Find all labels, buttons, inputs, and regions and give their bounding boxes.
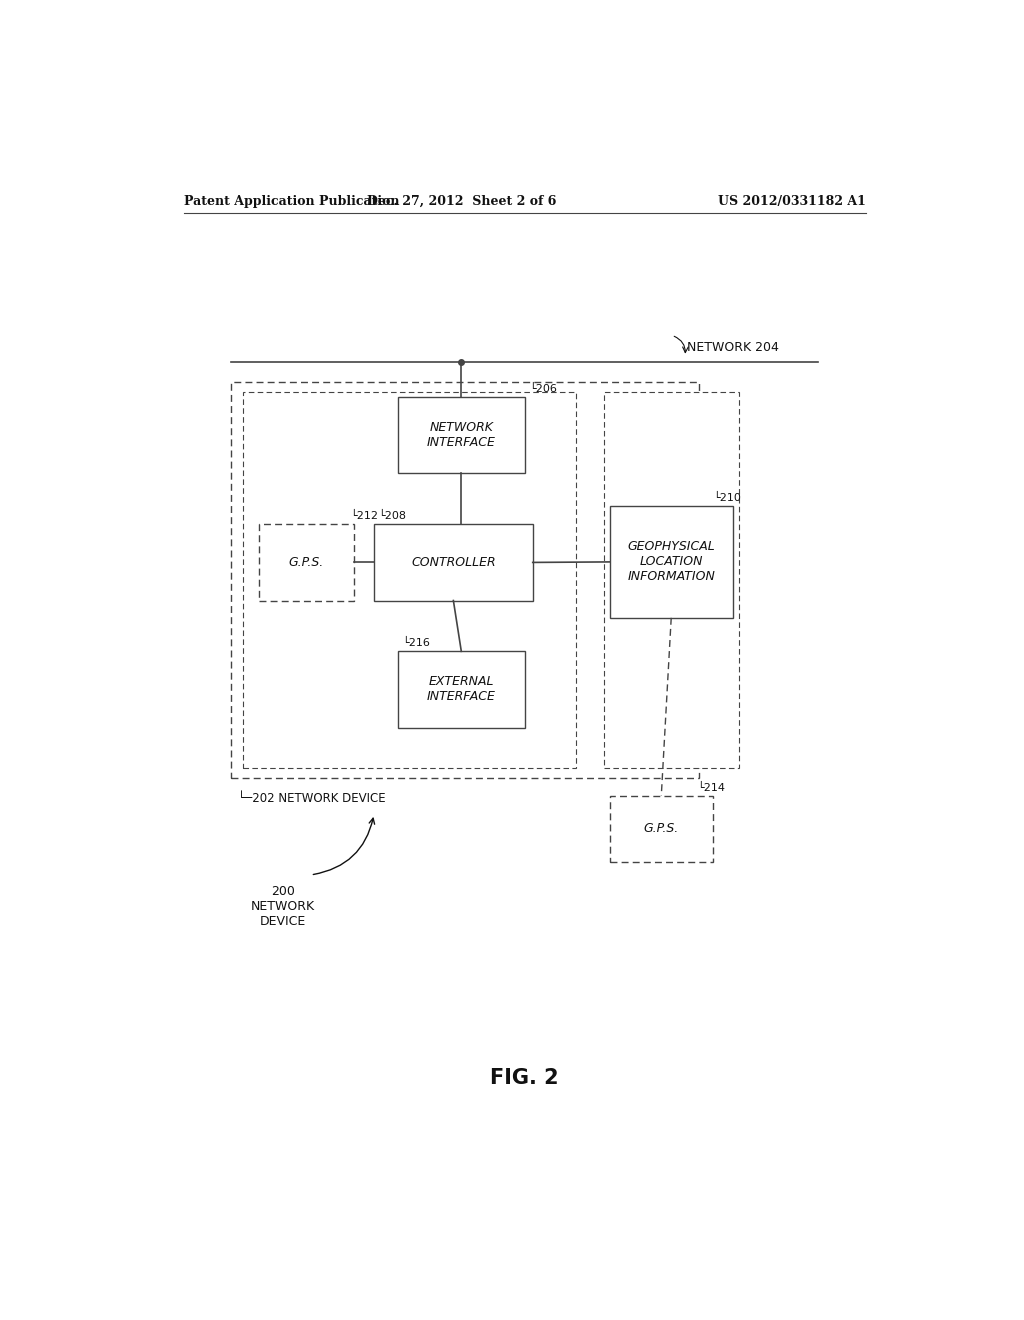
- Bar: [243, 392, 577, 768]
- Bar: [231, 381, 699, 779]
- Bar: [397, 397, 524, 474]
- Text: CONTROLLER: CONTROLLER: [411, 556, 496, 569]
- Bar: [604, 392, 739, 768]
- Text: └210: └210: [713, 492, 740, 503]
- Text: └208: └208: [378, 511, 406, 521]
- Text: Patent Application Publication: Patent Application Publication: [183, 194, 399, 207]
- Bar: [259, 524, 354, 601]
- Text: └206: └206: [528, 384, 557, 395]
- Text: └212: └212: [350, 511, 378, 521]
- Bar: [609, 796, 713, 862]
- Bar: [397, 651, 524, 727]
- Text: NETWORK 204: NETWORK 204: [687, 341, 779, 354]
- Text: EXTERNAL
INTERFACE: EXTERNAL INTERFACE: [427, 676, 496, 704]
- Text: GEOPHYSICAL
LOCATION
INFORMATION: GEOPHYSICAL LOCATION INFORMATION: [628, 540, 715, 583]
- Text: G.P.S.: G.P.S.: [289, 556, 325, 569]
- Text: └─202 NETWORK DEVICE: └─202 NETWORK DEVICE: [238, 792, 385, 805]
- Text: Dec. 27, 2012  Sheet 2 of 6: Dec. 27, 2012 Sheet 2 of 6: [367, 194, 556, 207]
- Bar: [609, 506, 733, 618]
- Text: NETWORK
INTERFACE: NETWORK INTERFACE: [427, 421, 496, 449]
- Text: └216: └216: [401, 639, 430, 648]
- Text: G.P.S.: G.P.S.: [644, 822, 679, 836]
- Text: 200
NETWORK
DEVICE: 200 NETWORK DEVICE: [251, 886, 314, 928]
- Text: US 2012/0331182 A1: US 2012/0331182 A1: [718, 194, 866, 207]
- Text: └214: └214: [697, 783, 725, 792]
- Bar: [374, 524, 532, 601]
- Text: FIG. 2: FIG. 2: [490, 1068, 559, 1088]
